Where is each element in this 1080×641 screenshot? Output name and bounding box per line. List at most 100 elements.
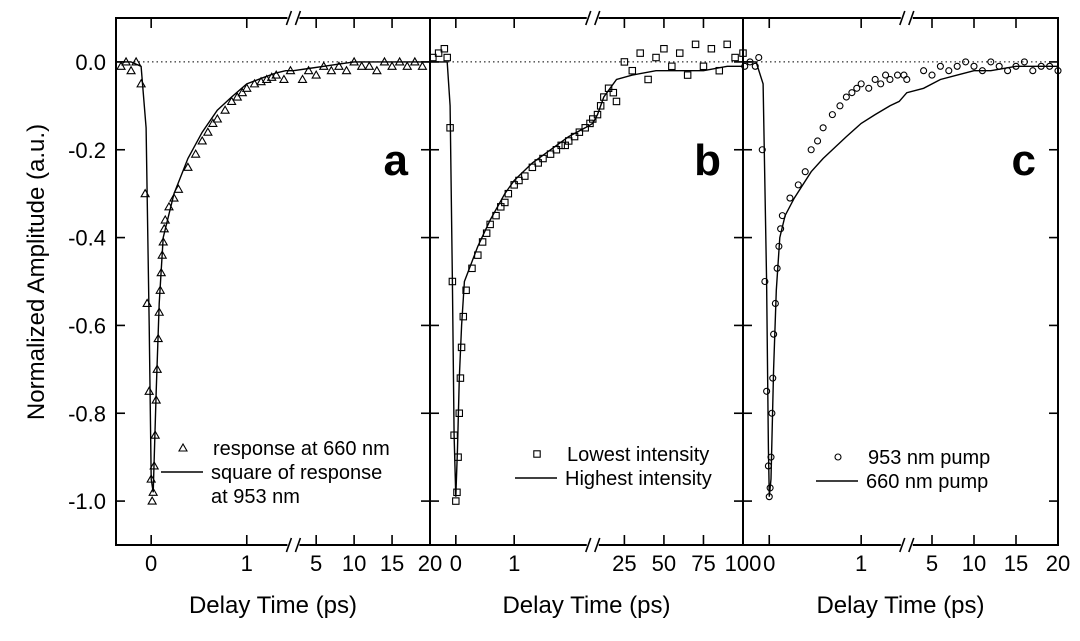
data-point (882, 71, 890, 79)
data-point (220, 105, 231, 114)
panel-label: a (384, 136, 409, 185)
data-point (1020, 58, 1028, 66)
legend-marker-swatch (533, 450, 541, 458)
x-axis-title: Delay Time (ps) (816, 592, 984, 619)
legend-entry-text: 660 nm pump (866, 471, 988, 493)
data-point (707, 44, 716, 53)
data-point (970, 62, 978, 70)
legend-entry-text: Lowest intensity (567, 444, 709, 466)
data-point (116, 61, 126, 70)
data-point (819, 124, 827, 132)
legend-entry-text: at 953 nm (211, 486, 300, 508)
axis-break-mark (594, 537, 601, 553)
data-point (660, 44, 668, 53)
axis-break-mark (585, 537, 592, 553)
y-tick-label: -1.0 (68, 489, 106, 514)
data-point (848, 89, 856, 97)
data-point (434, 49, 443, 57)
data-point (1029, 67, 1037, 75)
data-point (644, 75, 652, 84)
x-tick-label: 20 (418, 551, 442, 576)
data-point (683, 71, 692, 79)
x-tick-label: 0 (450, 551, 462, 576)
data-point (232, 91, 243, 101)
data-point (131, 56, 142, 66)
data-point (758, 146, 766, 154)
series-markers (741, 53, 1062, 501)
data-point (356, 61, 367, 70)
data-point (628, 66, 637, 75)
x-tick-label: 50 (652, 551, 676, 576)
data-point (962, 58, 970, 66)
data-point (456, 374, 465, 382)
data-point (140, 188, 151, 198)
data-point (691, 40, 700, 49)
x-tick-label: 0 (145, 551, 157, 576)
data-point (761, 277, 769, 286)
axis-break-mark (285, 10, 293, 26)
data-point (454, 453, 462, 461)
axis-break-mark (294, 537, 302, 553)
data-point (865, 84, 873, 92)
axis-break-mark (294, 10, 302, 26)
x-tick-label: 1 (241, 551, 253, 576)
data-point (928, 71, 936, 79)
data-point (455, 409, 464, 417)
series-markers (429, 40, 747, 505)
data-point (311, 69, 322, 79)
data-point (440, 44, 449, 53)
data-point (207, 118, 218, 127)
data-point (609, 88, 618, 97)
data-point (675, 49, 684, 57)
y-tick-label: -0.2 (68, 138, 106, 163)
y-tick-label: -0.6 (68, 313, 106, 338)
data-point (182, 162, 193, 171)
data-point (552, 146, 561, 154)
data-point (731, 53, 739, 62)
data-point (877, 80, 885, 88)
legend-marker-swatch (178, 442, 188, 452)
data-point (521, 172, 529, 180)
panel-frame (742, 17, 1059, 546)
y-axis-ticks: 0.0 -0.2 -0.4 -0.6 -0.8 -1.0 (68, 50, 106, 514)
data-point (452, 497, 460, 505)
data-point (136, 78, 147, 88)
data-point (871, 75, 879, 84)
data-point (303, 65, 314, 75)
x-tick-label: 15 (380, 551, 404, 576)
axis-break-mark (285, 537, 293, 553)
data-point (807, 146, 815, 154)
data-point (341, 65, 352, 75)
data-point (333, 61, 344, 70)
data-point (237, 87, 248, 97)
data-point (741, 62, 749, 70)
data-point (945, 67, 953, 75)
data-point (142, 298, 153, 308)
data-point (755, 53, 763, 62)
data-point (699, 62, 708, 71)
panel-b: 0 1 25 50 75 100 Delay Time (ps) b Lowest intens… (429, 10, 761, 619)
data-point (515, 176, 523, 185)
data-point (417, 61, 428, 70)
data-point (763, 387, 771, 395)
x-tick-label: 10 (342, 551, 366, 576)
axis-break-mark (899, 537, 906, 553)
data-point (326, 65, 337, 75)
data-point (147, 495, 158, 505)
data-point (278, 74, 289, 84)
data-point (596, 102, 605, 110)
data-point (636, 49, 644, 57)
data-point (148, 487, 159, 496)
y-tick-label: -0.4 (68, 226, 106, 251)
data-point (197, 135, 208, 145)
legend-marker-swatch (834, 453, 842, 461)
data-point (953, 62, 961, 70)
series-line (116, 61, 430, 493)
x-tick-label: 15 (1004, 551, 1028, 576)
data-point (501, 198, 509, 207)
axis-break-mark (899, 10, 906, 26)
